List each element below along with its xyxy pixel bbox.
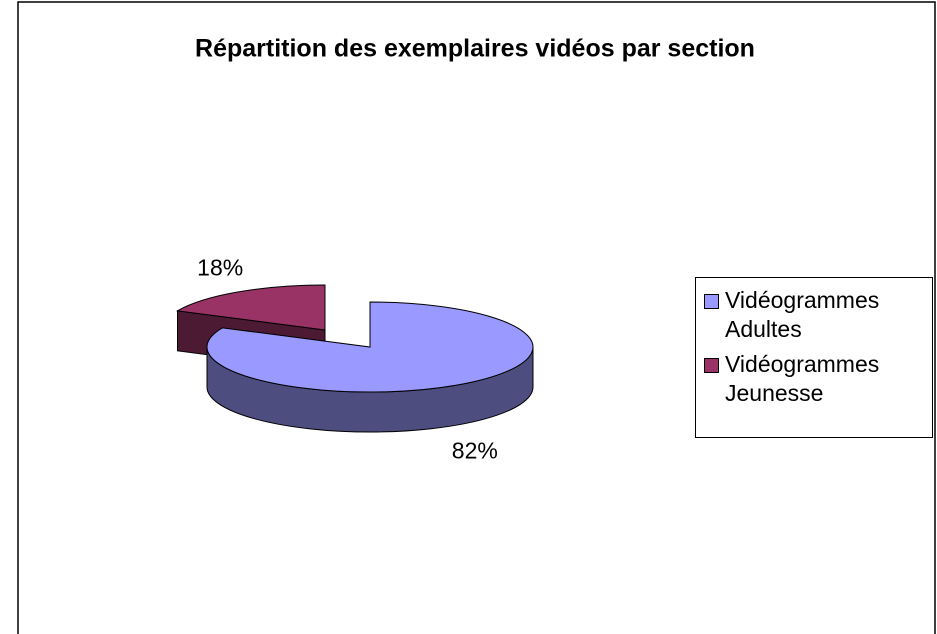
legend-entry: Vidéogrammes Adultes	[704, 286, 932, 344]
data-label: 18%	[197, 254, 243, 280]
legend-swatch	[704, 358, 719, 373]
pie-slice	[175, 284, 326, 331]
legend: Vidéogrammes Adultes Vidéogrammes Jeuness…	[695, 277, 933, 438]
pie-slice	[206, 301, 534, 393]
data-label: 82%	[452, 438, 498, 464]
legend-swatch	[704, 294, 719, 309]
legend-label: Vidéogrammes Adultes	[725, 287, 880, 342]
chart-title: Répartition des exemplaires vidéos par s…	[195, 35, 755, 63]
legend-entry: Vidéogrammes Jeunesse	[704, 350, 932, 408]
chart-border	[17, 1, 936, 634]
legend-label: Vidéogrammes Jeunesse	[725, 351, 880, 406]
